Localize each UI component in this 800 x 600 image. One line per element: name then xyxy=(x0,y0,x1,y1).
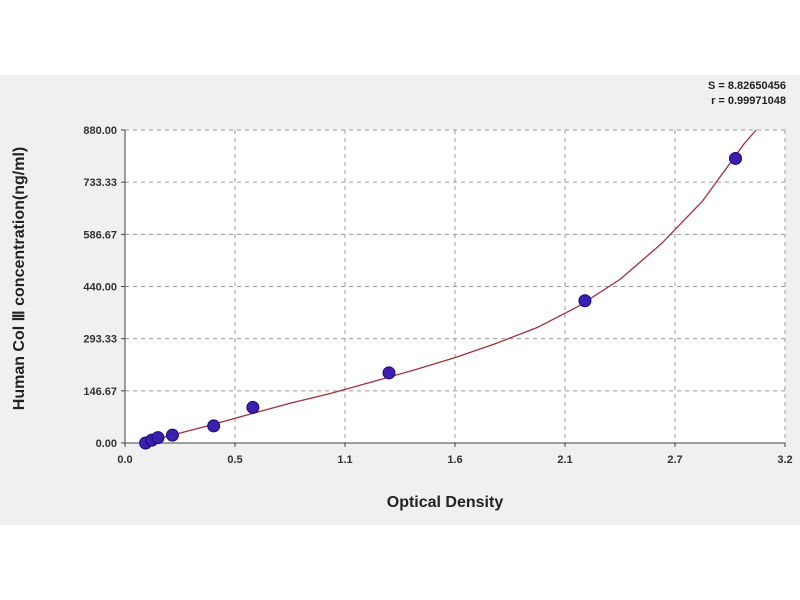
fit-statistic-s: S = 8.82650456 xyxy=(708,80,786,92)
x-tick-label: 2.7 xyxy=(667,454,682,466)
y-tick-label: 0.00 xyxy=(96,438,117,450)
y-tick-label: 880.00 xyxy=(83,125,117,137)
data-point xyxy=(246,400,260,414)
chart-frame: S = 8.82650456 r = 0.99971048 0.0 0.5 1.1 1… xyxy=(0,75,800,525)
y-tick-label: 440.00 xyxy=(83,282,117,294)
fit-curve-line xyxy=(141,129,757,443)
data-point xyxy=(207,419,221,433)
data-point xyxy=(382,366,396,380)
y-axis-title: Human Col Ⅲ concentration(ng/ml) xyxy=(11,147,28,410)
x-axis-title: Optical Density xyxy=(387,494,504,511)
fit-statistic-r: r = 0.99971048 xyxy=(711,95,786,107)
x-tick-label: 0.5 xyxy=(227,454,242,466)
standard-curve-chart: 0.0 0.5 1.1 1.6 2.1 2.7 3.2 0.00 146.67 293.33 440… xyxy=(11,125,793,511)
y-tick-label: 293.33 xyxy=(83,334,117,346)
data-point xyxy=(151,431,165,445)
x-tick-label: 3.2 xyxy=(777,454,792,466)
x-tick-label: 1.6 xyxy=(447,454,462,466)
data-point xyxy=(165,428,179,442)
x-tick-label: 2.1 xyxy=(557,454,572,466)
data-point xyxy=(578,294,592,308)
data-point xyxy=(729,151,742,165)
y-tick-label: 146.67 xyxy=(83,386,117,398)
x-tick-label: 0.0 xyxy=(117,454,132,466)
y-tick-label: 733.33 xyxy=(83,177,117,189)
x-tick-label: 1.1 xyxy=(337,454,352,466)
y-tick-label: 586.67 xyxy=(83,229,117,241)
